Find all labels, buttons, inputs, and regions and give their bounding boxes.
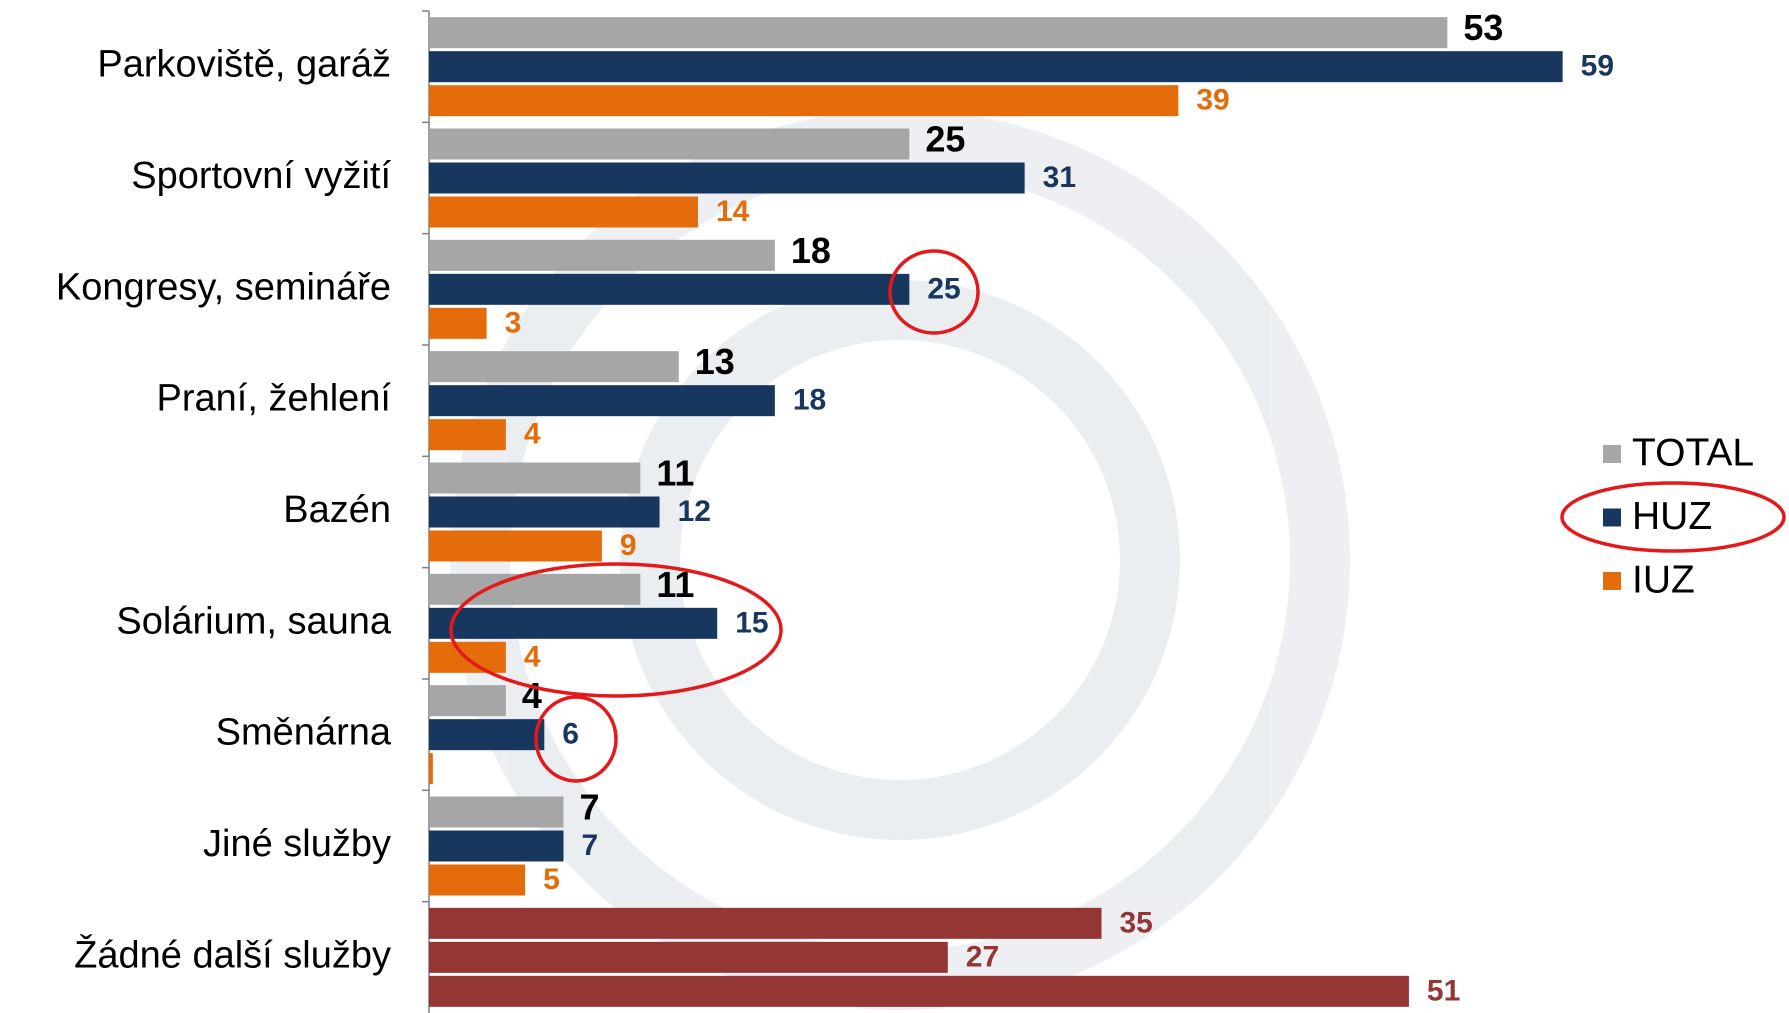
- data-label: 11: [656, 453, 694, 494]
- data-label: 18: [791, 230, 831, 271]
- bar: [429, 273, 910, 305]
- data-label: 14: [716, 195, 750, 228]
- legend-swatch: [1603, 572, 1621, 590]
- bar: [429, 128, 910, 160]
- data-label: 4: [524, 640, 541, 673]
- data-label: 4: [522, 675, 542, 716]
- bar: [429, 685, 506, 717]
- bar: [429, 496, 660, 528]
- legend-swatch: [1603, 445, 1621, 463]
- bar: [429, 351, 679, 383]
- data-label: 4: [524, 418, 541, 451]
- data-label: 3: [505, 306, 522, 339]
- legend: TOTAL HUZ IUZ: [1603, 431, 1754, 601]
- category-label: Kongresy, semináře: [56, 266, 391, 308]
- bar: [429, 51, 1563, 83]
- data-label: 15: [735, 606, 768, 639]
- bar: [429, 85, 1179, 117]
- category-label: Žádné další služby: [74, 933, 391, 976]
- category-label: Praní, žehlení: [157, 378, 392, 420]
- bar: [429, 419, 506, 451]
- data-label: 9: [620, 529, 637, 562]
- category-label: Jiné služby: [203, 823, 391, 865]
- legend-swatch: [1603, 508, 1621, 527]
- data-label: 27: [966, 940, 999, 973]
- bar: [429, 864, 526, 896]
- bar: [429, 753, 433, 785]
- data-label: 25: [925, 119, 965, 160]
- bar: [429, 796, 564, 828]
- bar: [429, 162, 1025, 194]
- bar: [429, 607, 718, 639]
- bar: [429, 239, 775, 271]
- data-label: 31: [1043, 161, 1076, 194]
- bar: [429, 196, 698, 228]
- data-label: 5: [543, 863, 560, 896]
- legend-label: IUZ: [1632, 558, 1695, 601]
- data-label: 7: [580, 787, 600, 828]
- bar: [429, 17, 1448, 49]
- data-label: 7: [582, 829, 599, 862]
- annotations: [449, 249, 1786, 783]
- bar: [429, 573, 641, 605]
- bar: [429, 530, 602, 562]
- bar: [429, 307, 487, 339]
- data-label: 39: [1196, 84, 1229, 117]
- highlight-ellipse: [449, 562, 783, 698]
- data-label: 13: [695, 341, 735, 382]
- category-label: Solárium, sauna: [116, 600, 391, 642]
- highlight-ellipse: [534, 695, 618, 783]
- watermark-arc: [620, 280, 1180, 840]
- data-label: 6: [562, 718, 579, 751]
- category-label: Bazén: [283, 489, 391, 531]
- category-label: Sportovní vyžití: [131, 155, 391, 197]
- data-label: 59: [1581, 50, 1614, 83]
- data-label: 51: [1427, 974, 1460, 1007]
- bar: [429, 907, 1102, 939]
- highlight-ellipse: [888, 249, 980, 335]
- data-label: 12: [678, 495, 711, 528]
- bar: [429, 830, 564, 862]
- bar: [429, 975, 1409, 1007]
- category-label: Parkoviště, garáž: [97, 44, 391, 86]
- legend-label: HUZ: [1632, 495, 1712, 538]
- data-label: 35: [1120, 906, 1153, 939]
- data-label: 53: [1463, 7, 1503, 48]
- legend-label: TOTAL: [1632, 431, 1754, 474]
- bar: [429, 385, 775, 417]
- highlight-ellipse: [1560, 481, 1786, 553]
- bar: [429, 941, 948, 973]
- data-label: 18: [793, 384, 826, 417]
- bar: [429, 462, 641, 494]
- data-label: 25: [927, 272, 960, 305]
- category-label: Směnárna: [216, 712, 392, 754]
- bar: [429, 719, 545, 751]
